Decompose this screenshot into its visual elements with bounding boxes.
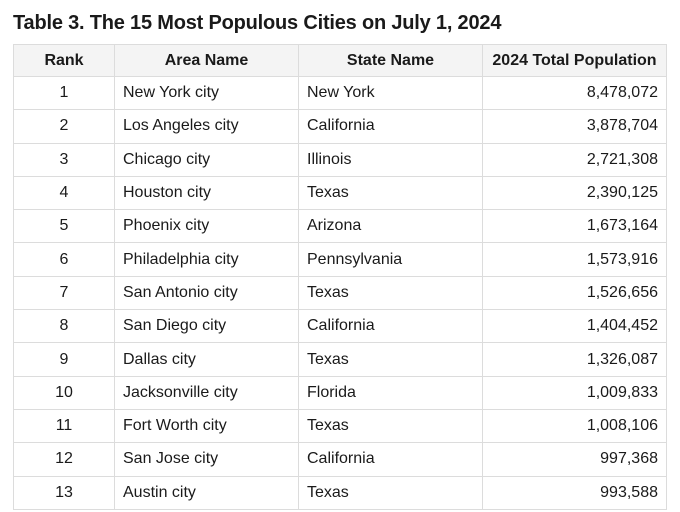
table-header: Rank Area Name State Name 2024 Total Pop… [13,44,667,77]
rank-cell: 1 [13,75,115,111]
population-cell: 1,009,833 [482,375,667,410]
rank-cell: 7 [13,275,115,311]
rank-cell: 6 [13,242,115,277]
population-cell: 1,526,656 [482,275,667,311]
population-cell: 3,878,704 [482,109,667,144]
area-name-cell: New York city [114,75,299,111]
area-name-cell: Austin city [114,475,299,510]
state-name-cell: Texas [298,275,483,311]
rank-cell: 12 [13,442,115,477]
table-row: 2 Los Angeles city California 3,878,704 [13,109,667,144]
state-name-cell: Texas [298,342,483,377]
rank-cell: 13 [13,475,115,510]
state-name-cell: Florida [298,375,483,410]
table-row: 3 Chicago city Illinois 2,721,308 [13,142,667,177]
area-name-cell: San Jose city [114,442,299,477]
population-cell: 1,008,106 [482,408,667,444]
table-row: 11 Fort Worth city Texas 1,008,106 [13,408,667,444]
state-name-cell: California [298,442,483,477]
population-cell: 2,721,308 [482,142,667,177]
area-name-cell: Chicago city [114,142,299,177]
population-cell: 997,368 [482,442,667,477]
table-body: 1 New York city New York 8,478,072 2 Los… [13,75,667,510]
table-row: 5 Phoenix city Arizona 1,673,164 [13,209,667,244]
header-state-name: State Name [298,44,483,77]
area-name-cell: Philadelphia city [114,242,299,277]
population-cell: 1,326,087 [482,342,667,377]
rank-cell: 8 [13,309,115,344]
table-row: 9 Dallas city Texas 1,326,087 [13,342,667,377]
population-cell: 993,588 [482,475,667,510]
header-total-population: 2024 Total Population [482,44,667,77]
area-name-cell: Fort Worth city [114,408,299,444]
rank-cell: 3 [13,142,115,177]
table-title: Table 3. The 15 Most Populous Cities on … [13,12,502,34]
table-row: 4 Houston city Texas 2,390,125 [13,175,667,211]
state-name-cell: Texas [298,408,483,444]
population-cell: 1,573,916 [482,242,667,277]
rank-cell: 10 [13,375,115,410]
rank-cell: 2 [13,109,115,144]
rank-cell: 4 [13,175,115,211]
area-name-cell: San Diego city [114,309,299,344]
state-name-cell: New York [298,75,483,111]
table-row: 12 San Jose city California 997,368 [13,442,667,477]
population-cell: 1,404,452 [482,309,667,344]
table-row: 6 Philadelphia city Pennsylvania 1,573,9… [13,242,667,277]
table-row: 13 Austin city Texas 993,588 [13,475,667,510]
population-cell: 8,478,072 [482,75,667,111]
table-row: 8 San Diego city California 1,404,452 [13,309,667,344]
rank-cell: 5 [13,209,115,244]
header-row: Rank Area Name State Name 2024 Total Pop… [13,44,667,77]
area-name-cell: San Antonio city [114,275,299,311]
table-row: 7 San Antonio city Texas 1,526,656 [13,275,667,311]
state-name-cell: California [298,309,483,344]
state-name-cell: Texas [298,175,483,211]
state-name-cell: Illinois [298,142,483,177]
state-name-cell: Arizona [298,209,483,244]
state-name-cell: Pennsylvania [298,242,483,277]
population-cell: 2,390,125 [482,175,667,211]
area-name-cell: Los Angeles city [114,109,299,144]
rank-cell: 11 [13,408,115,444]
table-row: 1 New York city New York 8,478,072 [13,75,667,111]
area-name-cell: Jacksonville city [114,375,299,410]
header-rank: Rank [13,44,115,77]
area-name-cell: Houston city [114,175,299,211]
population-cell: 1,673,164 [482,209,667,244]
populous-cities-table: Rank Area Name State Name 2024 Total Pop… [13,44,667,510]
rank-cell: 9 [13,342,115,377]
state-name-cell: Texas [298,475,483,510]
area-name-cell: Phoenix city [114,209,299,244]
state-name-cell: California [298,109,483,144]
table-row: 10 Jacksonville city Florida 1,009,833 [13,375,667,410]
area-name-cell: Dallas city [114,342,299,377]
header-area-name: Area Name [114,44,299,77]
